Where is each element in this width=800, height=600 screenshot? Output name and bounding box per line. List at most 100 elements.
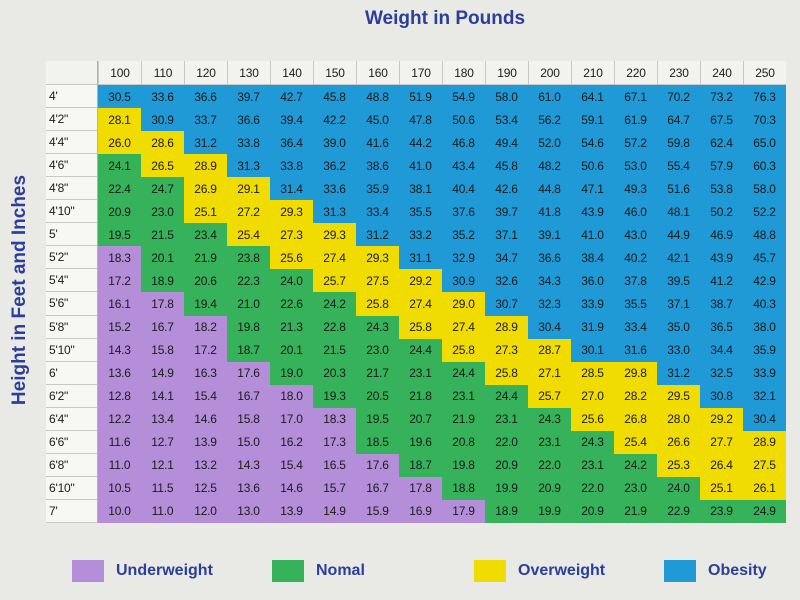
bmi-cell: 41.0 [399,154,442,178]
bmi-cell: 25.8 [356,292,399,316]
bmi-cell: 38.7 [700,292,743,316]
bmi-cell: 27.5 [356,269,399,293]
bmi-cell: 23.9 [700,499,743,523]
bmi-cell: 21.9 [614,499,657,523]
bmi-cell: 16.2 [270,430,313,454]
bmi-cell: 31.2 [657,361,700,385]
bmi-cell: 37.8 [614,269,657,293]
bmi-cell: 27.1 [528,361,571,385]
bmi-cell: 36.4 [270,131,313,155]
bmi-cell: 19.8 [442,453,485,477]
bmi-cell: 23.8 [227,246,270,270]
bmi-cell: 17.0 [270,407,313,431]
bmi-cell: 24.3 [528,407,571,431]
bmi-cell: 24.4 [399,338,442,362]
bmi-cell: 13.6 [98,361,141,385]
height-header: 5'6" [46,292,98,316]
bmi-cell: 26.4 [700,453,743,477]
bmi-cell: 70.3 [743,108,786,132]
weight-header: 180 [442,61,485,85]
weight-header: 150 [313,61,356,85]
bmi-cell: 16.7 [356,476,399,500]
bmi-cell: 45.0 [356,108,399,132]
bmi-cell: 14.9 [141,361,184,385]
bmi-cell: 30.4 [743,407,786,431]
bmi-cell: 17.3 [313,430,356,454]
bmi-cell: 40.4 [442,177,485,201]
bmi-cell: 44.2 [399,131,442,155]
bmi-cell: 31.4 [270,177,313,201]
bmi-cell: 58.0 [743,177,786,201]
legend-item-overweight: Overweight [474,560,605,582]
bmi-cell: 21.5 [141,223,184,247]
height-header: 5' [46,223,98,247]
bmi-cell: 30.9 [442,269,485,293]
bmi-cell: 70.2 [657,85,700,109]
weight-header: 100 [98,61,141,85]
bmi-cell: 27.3 [270,223,313,247]
bmi-cell: 26.0 [98,131,141,155]
bmi-cell: 13.0 [227,499,270,523]
bmi-cell: 46.9 [700,223,743,247]
bmi-cell: 45.8 [485,154,528,178]
bmi-cell: 20.8 [442,430,485,454]
bmi-cell: 24.7 [141,177,184,201]
bmi-cell: 12.8 [98,384,141,408]
bmi-cell: 22.0 [485,430,528,454]
height-header: 4'2" [46,108,98,132]
bmi-cell: 31.1 [399,246,442,270]
bmi-cell: 23.1 [571,453,614,477]
bmi-cell: 30.8 [700,384,743,408]
bmi-cell: 29.5 [657,384,700,408]
bmi-cell: 41.6 [356,131,399,155]
bmi-cell: 36.6 [227,108,270,132]
bmi-cell: 14.3 [227,453,270,477]
bmi-cell: 76.3 [743,85,786,109]
bmi-cell: 15.8 [227,407,270,431]
bmi-cell: 40.3 [743,292,786,316]
bmi-cell: 30.5 [98,85,141,109]
bmi-cell: 43.4 [442,154,485,178]
bmi-cell: 12.7 [141,430,184,454]
bmi-cell: 28.5 [571,361,614,385]
bmi-cell: 23.1 [442,384,485,408]
bmi-cell: 20.9 [528,476,571,500]
bmi-cell: 15.8 [141,338,184,362]
bmi-table: 100 110 120 130 140 150 160 170 180 190 200 210 220 2… [46,61,786,523]
bmi-cell: 31.9 [571,315,614,339]
bmi-cell: 35.5 [614,292,657,316]
bmi-cell: 42.9 [743,269,786,293]
bmi-cell: 61.9 [614,108,657,132]
bmi-cell: 16.7 [141,315,184,339]
bmi-cell: 39.5 [657,269,700,293]
bmi-cell: 12.0 [184,499,227,523]
bmi-cell: 27.5 [743,453,786,477]
weight-header: 240 [700,61,743,85]
bmi-cell: 33.4 [614,315,657,339]
bmi-cell: 19.5 [98,223,141,247]
bmi-cell: 23.4 [184,223,227,247]
weight-header: 230 [657,61,700,85]
bmi-cell: 48.8 [743,223,786,247]
bmi-cell: 35.0 [657,315,700,339]
bmi-cell: 38.1 [399,177,442,201]
bmi-cell: 35.5 [399,200,442,224]
bmi-cell: 14.6 [184,407,227,431]
legend-label-underweight: Underweight [116,562,213,579]
bmi-cell: 37.6 [442,200,485,224]
weight-header: 210 [571,61,614,85]
bmi-cell: 13.6 [227,476,270,500]
bmi-cell: 24.1 [98,154,141,178]
bmi-cell: 53.4 [485,108,528,132]
bmi-cell: 46.8 [442,131,485,155]
bmi-cell: 28.9 [743,430,786,454]
bmi-cell: 23.1 [399,361,442,385]
bmi-cell: 42.2 [313,108,356,132]
bmi-cell: 25.8 [399,315,442,339]
weight-header: 110 [141,61,184,85]
bmi-cell: 31.3 [313,200,356,224]
height-header: 7' [46,499,98,523]
bmi-cell: 27.3 [485,338,528,362]
bmi-cell: 31.3 [227,154,270,178]
bmi-cell: 13.4 [141,407,184,431]
